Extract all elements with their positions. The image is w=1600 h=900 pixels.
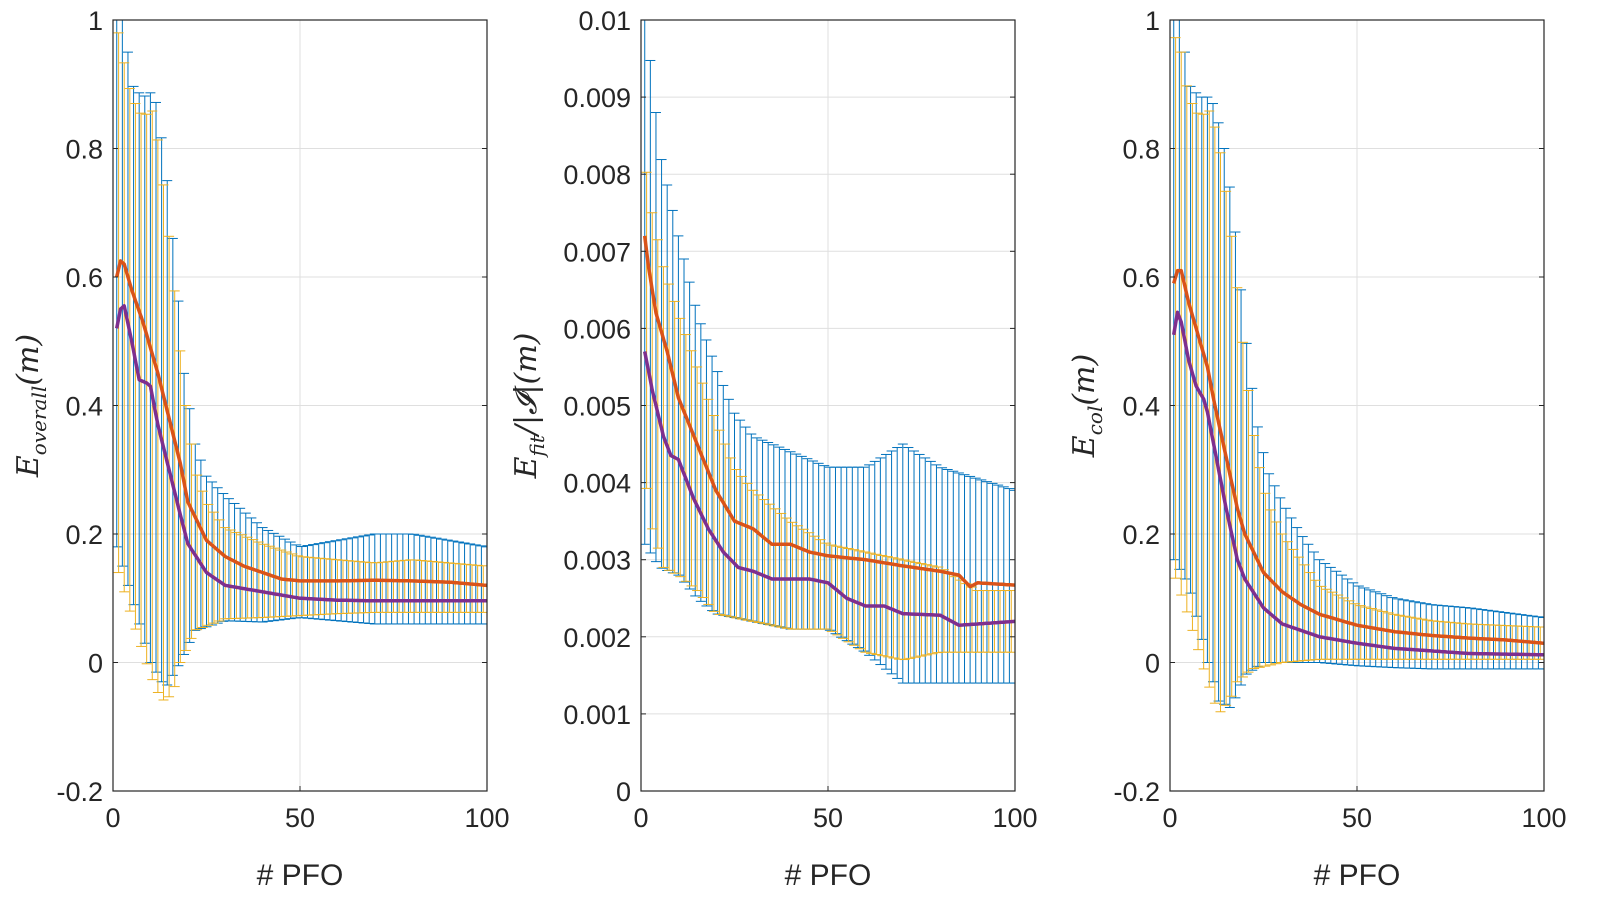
y-tick-label: -0.2 — [1113, 777, 1160, 807]
y-axis-label: Efit/|𝓘|(m) — [509, 333, 549, 480]
y-tick-label: 0.2 — [1122, 520, 1160, 550]
y-axis-label: Ecol(m) — [1067, 354, 1107, 458]
y-tick-label: 0.6 — [65, 263, 103, 293]
y-tick-label: 0 — [616, 777, 631, 807]
y-tick-label: 1 — [88, 6, 103, 36]
y-tick-label: 0.001 — [563, 700, 631, 730]
y-tick-label: 0.003 — [563, 546, 631, 576]
y-axis-label: Eoverall(m) — [11, 334, 51, 478]
y-tick-label: 0.007 — [563, 237, 631, 267]
y-tick-label: 0.6 — [1122, 263, 1160, 293]
x-tick-label: 100 — [992, 803, 1037, 833]
y-tick-label: 0.009 — [563, 83, 631, 113]
y-tick-label: 0.002 — [563, 623, 631, 653]
y-tick-label: 0 — [1145, 649, 1160, 679]
y-tick-label: 0 — [88, 649, 103, 679]
series-line-purple — [1171, 310, 1544, 657]
x-tick-label: 0 — [633, 803, 648, 833]
y-tick-label: 0.2 — [65, 520, 103, 550]
y-tick-label: 0.004 — [563, 469, 631, 499]
y-tick-label: 0.005 — [563, 392, 631, 422]
errorbar-series-blue — [641, 20, 1015, 684]
x-tick-label: 100 — [464, 803, 509, 833]
chart-fit-error: 0 0.001 0.002 0.003 0.004 0.005 0.006 0.007 0.00… — [509, 6, 1038, 892]
x-axis-label: # PFO — [785, 859, 872, 892]
series-line-orange — [114, 259, 487, 588]
y-tick-label: 0.01 — [578, 6, 631, 36]
y-tick-label: 1 — [1145, 6, 1160, 36]
errorbar-series-yellow — [1170, 37, 1544, 713]
series-line-orange — [642, 235, 1015, 589]
series-line-purple — [642, 351, 1015, 627]
x-tick-label: 50 — [1342, 803, 1372, 833]
x-axis-label: # PFO — [257, 859, 344, 892]
y-tick-label: 0.8 — [65, 135, 103, 165]
errorbar-series-yellow — [641, 171, 1015, 661]
series-line-purple — [114, 304, 487, 603]
series-line-orange — [1172, 268, 1544, 645]
x-axis-label: # PFO — [1314, 859, 1401, 892]
y-tick-label: -0.2 — [56, 777, 103, 807]
y-tick-label: 0.4 — [1122, 392, 1160, 422]
y-tick-label: 0.006 — [563, 314, 631, 344]
x-tick-label: 100 — [1521, 803, 1566, 833]
x-tick-label: 0 — [1162, 803, 1177, 833]
x-tick-label: 50 — [813, 803, 843, 833]
y-tick-label: 0.8 — [1122, 135, 1160, 165]
y-tick-label: 0.4 — [65, 392, 103, 422]
x-tick-label: 50 — [285, 803, 315, 833]
x-tick-label: 0 — [105, 803, 120, 833]
y-tick-label: 0.008 — [563, 160, 631, 190]
